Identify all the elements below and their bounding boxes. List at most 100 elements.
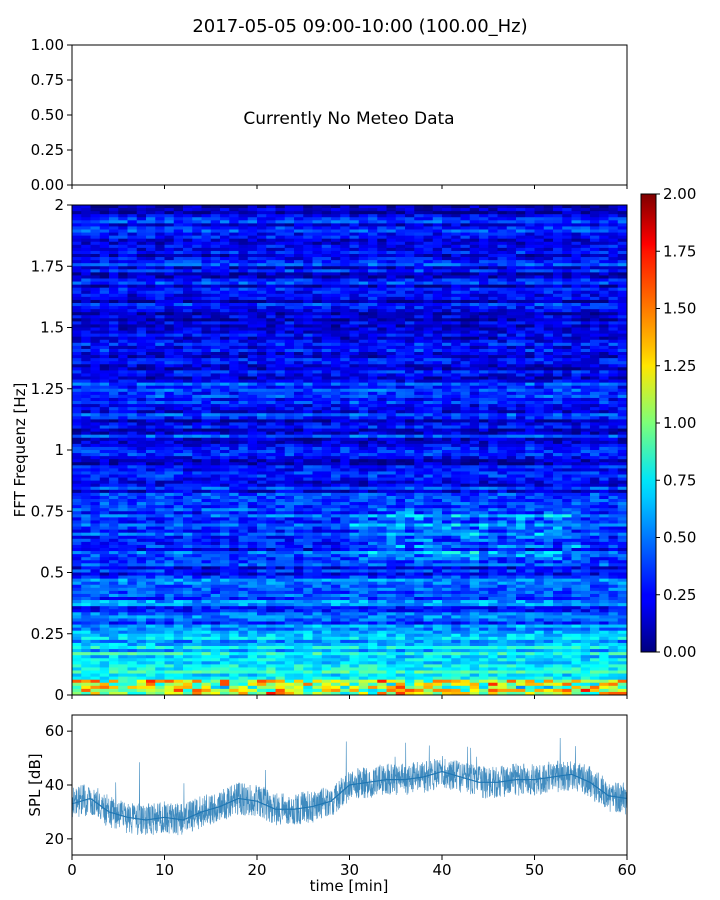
heatmap-cell [543,422,554,426]
heatmap-cell [321,205,332,209]
heatmap-cell [118,388,128,393]
heatmap-cell [127,269,138,273]
heatmap-cell [146,269,156,273]
heatmap-cell [442,370,452,374]
heatmap-cell [358,232,369,237]
heatmap-cell [72,281,82,286]
heatmap-cell [312,431,323,436]
heatmap-cell [99,254,110,258]
heatmap-cell [469,241,480,246]
heatmap-cell [377,229,387,233]
heatmap-cell [479,367,489,371]
heatmap-cell [72,355,82,359]
heatmap-cell [395,266,406,270]
heatmap-cell [303,376,313,380]
heatmap-cell [99,355,110,359]
heatmap-cell [488,229,498,233]
heatmap-cell [386,364,397,368]
heatmap-cell [617,257,628,261]
heatmap-cell [395,413,406,417]
heatmap-cell [358,324,369,328]
heatmap-cell [442,214,452,218]
heatmap-cell [590,364,600,368]
heatmap-cell [81,232,91,237]
heatmap-cell [562,241,572,246]
heatmap-cell [543,336,554,341]
heatmap-cell [590,345,600,350]
heatmap-cell [423,324,434,328]
heatmap-cell [543,293,554,298]
heatmap-cell [303,437,313,442]
heatmap-cell [164,407,175,411]
heatmap-cell [349,296,360,301]
heatmap-cell [451,254,461,258]
heatmap-cell [294,250,304,255]
heatmap-cell [451,299,461,304]
heatmap-cell [562,226,572,230]
heatmap-cell [294,370,304,374]
heatmap-cell [192,284,202,289]
heatmap-cell [192,446,202,451]
heatmap-cell [534,299,545,304]
heatmap-cell [543,223,554,227]
heatmap-cell [580,312,591,316]
heatmap-cell [210,278,221,282]
heatmap-cell [377,324,387,328]
heatmap-cell [516,247,526,252]
heatmap-cell [109,431,119,436]
heatmap-cell [599,226,609,230]
heatmap-cell [266,309,276,313]
heatmap-cell [109,327,119,331]
heatmap-cell [608,367,619,371]
heatmap-cell [164,299,175,304]
heatmap-cell [423,250,434,255]
heatmap-cell [210,208,221,212]
heatmap-cell [136,290,147,295]
heatmap-cell [183,303,193,307]
heatmap-cell [340,446,350,451]
heatmap-cell [423,453,434,457]
heatmap-cell [368,385,378,390]
heatmap-cell [81,318,91,322]
heatmap-cell [99,345,110,350]
heatmap-cell [220,293,230,298]
heatmap-cell [386,434,397,439]
heatmap-cell [479,296,489,301]
heatmap-cell [432,330,443,335]
heatmap-cell [525,257,535,261]
heatmap-cell [109,391,119,396]
heatmap-cell [192,327,202,331]
heatmap-cell [571,333,582,338]
heatmap-cell [358,385,369,390]
heatmap-cell [580,217,591,221]
heatmap-cell [201,232,212,237]
heatmap-cell [571,437,582,442]
heatmap-cell [294,382,304,387]
heatmap-cell [460,247,471,252]
heatmap-cell [303,321,313,325]
heatmap-cell [562,269,572,273]
heatmap-cell [442,446,452,451]
heatmap-cell [460,416,471,420]
heatmap-cell [497,269,508,273]
heatmap-cell [136,330,147,335]
heatmap-cell [506,446,517,451]
heatmap-cell [423,214,434,218]
heatmap-cell [460,318,471,322]
heatmap-cell [229,318,239,322]
heatmap-cell [312,254,323,258]
heatmap-cell [275,284,286,289]
heatmap-cell [238,446,249,451]
heatmap-cell [284,318,295,322]
heatmap-cell [414,263,424,267]
heatmap-cell [266,266,276,270]
heatmap-cell [201,419,212,423]
heatmap-cell [173,303,184,307]
heatmap-cell [571,315,582,319]
heatmap-cell [432,358,443,362]
heatmap-cell [358,220,369,224]
heatmap-cell [303,257,313,261]
heatmap-cell [543,250,554,255]
heatmap-cell [340,413,350,417]
heatmap-cell [469,391,480,396]
